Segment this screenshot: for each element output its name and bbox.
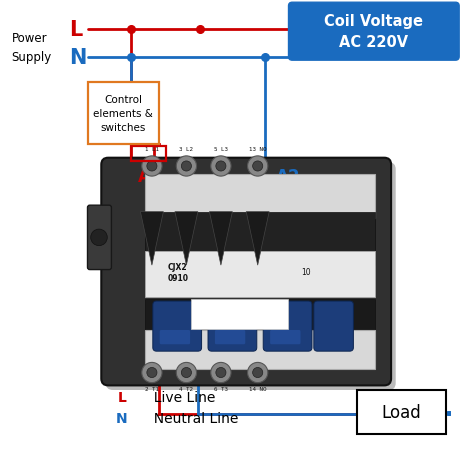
- Text: 14 NO: 14 NO: [249, 386, 266, 392]
- Text: Control
elements &
switches: Control elements & switches: [93, 95, 153, 133]
- Circle shape: [216, 162, 226, 172]
- Circle shape: [247, 363, 268, 383]
- Bar: [356, 390, 447, 434]
- Polygon shape: [246, 212, 269, 266]
- FancyBboxPatch shape: [208, 302, 257, 352]
- Text: 1 L1: 1 L1: [145, 147, 159, 152]
- Polygon shape: [210, 212, 232, 266]
- Text: N: N: [116, 411, 128, 425]
- Bar: [145, 212, 375, 266]
- Circle shape: [216, 368, 226, 378]
- Bar: [131, 147, 166, 162]
- FancyBboxPatch shape: [314, 302, 354, 352]
- Text: CJX2
0910: CJX2 0910: [168, 263, 189, 282]
- Text: Load: Load: [382, 403, 421, 421]
- Circle shape: [247, 157, 268, 177]
- Text: L: L: [69, 20, 82, 40]
- Text: 5 L3: 5 L3: [214, 147, 228, 152]
- Bar: [145, 174, 375, 218]
- FancyBboxPatch shape: [106, 163, 396, 390]
- FancyBboxPatch shape: [263, 302, 312, 352]
- Text: Live Line: Live Line: [145, 390, 215, 404]
- Text: 4 T2: 4 T2: [179, 386, 193, 392]
- Circle shape: [147, 162, 157, 172]
- FancyBboxPatch shape: [88, 206, 111, 270]
- Circle shape: [176, 363, 197, 383]
- Text: 13 NO: 13 NO: [249, 147, 266, 152]
- Polygon shape: [140, 212, 164, 266]
- FancyBboxPatch shape: [153, 302, 201, 352]
- Circle shape: [182, 162, 191, 172]
- Bar: [145, 330, 375, 369]
- FancyBboxPatch shape: [88, 83, 159, 145]
- Text: A2: A2: [276, 168, 301, 186]
- Circle shape: [142, 363, 162, 383]
- Text: Power
Supply: Power Supply: [11, 32, 52, 64]
- Bar: [145, 300, 375, 351]
- Circle shape: [176, 157, 197, 177]
- Text: N: N: [69, 47, 86, 67]
- Text: Neutral Line: Neutral Line: [145, 411, 238, 425]
- Bar: [191, 299, 288, 329]
- FancyBboxPatch shape: [101, 158, 391, 386]
- Circle shape: [182, 368, 191, 378]
- FancyBboxPatch shape: [160, 330, 190, 345]
- Circle shape: [142, 157, 162, 177]
- Circle shape: [147, 368, 157, 378]
- Circle shape: [91, 230, 107, 246]
- Text: Coil Voltage
AC 220V: Coil Voltage AC 220V: [324, 14, 423, 50]
- Circle shape: [211, 363, 231, 383]
- FancyBboxPatch shape: [289, 3, 459, 61]
- Circle shape: [253, 368, 263, 378]
- Circle shape: [211, 157, 231, 177]
- Text: 3 L2: 3 L2: [179, 147, 193, 152]
- Text: 10: 10: [301, 268, 311, 277]
- FancyBboxPatch shape: [215, 330, 245, 345]
- FancyBboxPatch shape: [270, 330, 301, 345]
- Text: 2 T1: 2 T1: [145, 386, 159, 392]
- Bar: [145, 252, 375, 297]
- Text: 6 T3: 6 T3: [214, 386, 228, 392]
- Circle shape: [253, 162, 263, 172]
- Text: L: L: [118, 390, 127, 404]
- Polygon shape: [175, 212, 198, 266]
- Text: A1: A1: [138, 168, 163, 186]
